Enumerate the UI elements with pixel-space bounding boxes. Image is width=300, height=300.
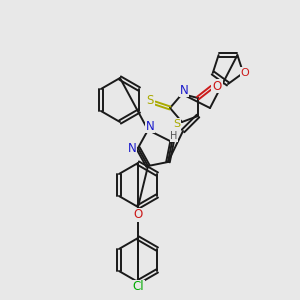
Text: O: O <box>241 68 250 78</box>
Text: N: N <box>128 142 136 154</box>
Text: Cl: Cl <box>132 280 144 293</box>
Text: N: N <box>146 119 154 133</box>
Text: O: O <box>134 208 142 221</box>
Text: H: H <box>170 131 178 141</box>
Text: S: S <box>146 94 154 107</box>
Text: N: N <box>180 83 188 97</box>
Text: S: S <box>173 119 181 129</box>
Text: O: O <box>212 80 222 92</box>
